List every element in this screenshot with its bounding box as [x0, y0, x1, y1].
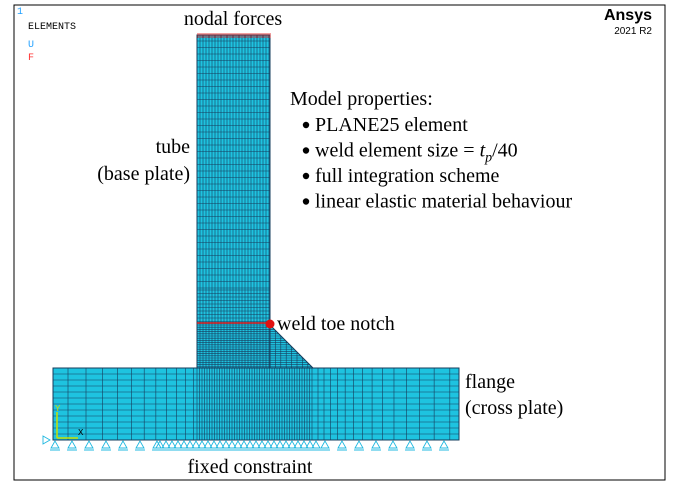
mesh: [53, 35, 459, 440]
tube-label: tube: [156, 136, 191, 158]
window-number: 1: [17, 7, 23, 18]
support-symbol: [422, 440, 432, 451]
property-text: t: [480, 140, 486, 162]
nodal-forces-label: nodal forces: [184, 8, 283, 30]
property-text: /40: [492, 140, 518, 162]
y-axis-label: Y: [55, 404, 61, 414]
property-item: weld element size = tp/40: [315, 140, 518, 166]
legend-u: U: [28, 40, 34, 51]
flange-note: (cross plate): [465, 397, 563, 419]
support-symbol: [101, 440, 111, 451]
property-text: full integration scheme: [315, 165, 500, 187]
properties-title: Model properties:: [290, 88, 433, 110]
x-axis-label: X: [78, 428, 84, 438]
support-symbol: [405, 440, 415, 451]
property-item: PLANE25 element: [315, 114, 468, 136]
nodal-forces: [197, 33, 271, 38]
flange-label: flange: [465, 371, 515, 393]
support-symbol: [337, 440, 347, 451]
property-text: linear elastic material behaviour: [315, 191, 572, 213]
legend-f: F: [28, 53, 34, 64]
property-text: p: [484, 151, 492, 166]
brand: Ansys: [604, 7, 652, 24]
support-symbol: [42, 435, 51, 445]
support-symbol: [135, 440, 145, 451]
support-symbol: [311, 440, 321, 451]
weld-label: weld toe notch: [277, 313, 395, 335]
support-symbol: [118, 440, 128, 451]
property-item: full integration scheme: [315, 165, 500, 187]
view-label: ELEMENTS: [28, 22, 76, 33]
bullet: [302, 198, 310, 205]
supports: [42, 435, 449, 451]
support-symbol: [320, 440, 330, 451]
support-symbol: [84, 440, 94, 451]
tube-note: (base plate): [97, 163, 190, 185]
support-symbol: [439, 440, 449, 451]
weld-toe-marker: [265, 319, 275, 329]
property-text: PLANE25 element: [315, 114, 468, 136]
properties-list: PLANE25 element weld element size = tp/40…: [302, 114, 572, 213]
bullet: [302, 147, 310, 154]
support-symbol: [354, 440, 364, 451]
property-text: weld element size =: [315, 140, 480, 162]
property-item: linear elastic material behaviour: [315, 191, 572, 213]
support-symbol: [50, 440, 60, 451]
bullet: [302, 121, 310, 129]
bullet: [302, 172, 310, 180]
support-symbol: [67, 440, 77, 451]
support-symbol: [371, 440, 381, 451]
flange-outline: [52, 367, 460, 441]
constraint-label: fixed constraint: [188, 456, 313, 478]
fe-model: Y X: [42, 33, 460, 451]
support-symbol: [388, 440, 398, 451]
version: 2021 R2: [614, 26, 652, 37]
